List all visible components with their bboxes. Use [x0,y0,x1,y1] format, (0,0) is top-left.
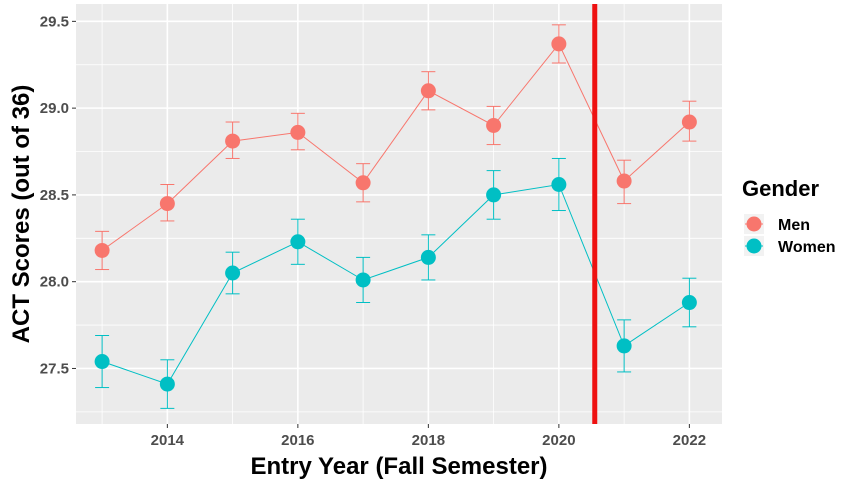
y-axis-ticks: 27.5 28.0 28.5 29.0 29.5 [40,13,76,377]
women-data-point [159,376,175,392]
men-data-point [486,117,502,133]
men-data-point [355,175,371,191]
legend-label-men: Men [778,217,810,234]
women-data-point [616,338,632,354]
women-data-point [225,265,241,281]
plot-panel [76,4,722,424]
data-points [94,36,697,392]
x-tick-label: 2020 [542,432,575,449]
x-tick-label: 2022 [673,432,706,449]
legend-key-women [746,238,762,254]
y-axis-title: ACT Scores (out of 36) [8,85,35,344]
men-data-point [159,196,175,212]
women-data-point [290,234,306,250]
x-axis-ticks: 2014 2016 2018 2020 2022 [151,424,706,449]
women-data-point [355,272,371,288]
y-tick-label: 29.0 [40,100,69,117]
men-data-point [225,133,241,149]
x-tick-label: 2014 [151,432,185,449]
x-axis-title: Entry Year (Fall Semester) [250,453,547,480]
series-lines [101,42,690,385]
y-tick-label: 28.5 [40,187,69,204]
women-data-point [420,249,436,265]
grid-lines [76,4,722,424]
men-series-line [101,42,690,251]
x-tick-label: 2018 [412,432,445,449]
men-data-point [681,114,697,130]
legend-item-women: Women [744,236,835,256]
legend-item-men: Men [744,214,810,234]
women-series-line [101,183,690,385]
women-data-point [486,187,502,203]
women-data-point [551,176,567,192]
men-data-point [551,36,567,52]
x-tick-label: 2016 [281,432,314,449]
women-data-point [681,295,697,311]
men-data-point [290,124,306,140]
y-tick-label: 27.5 [40,360,69,377]
women-data-point [94,354,110,370]
legend-key-men [746,216,762,232]
legend-label-women: Women [778,239,835,256]
men-data-point [94,242,110,258]
legend-title: Gender [742,176,819,201]
legend: Gender Men Women [742,176,835,256]
y-tick-label: 28.0 [40,274,69,291]
error-bars [95,24,697,409]
men-data-point [616,173,632,189]
men-data-point [420,83,436,99]
y-tick-label: 29.5 [40,13,69,30]
